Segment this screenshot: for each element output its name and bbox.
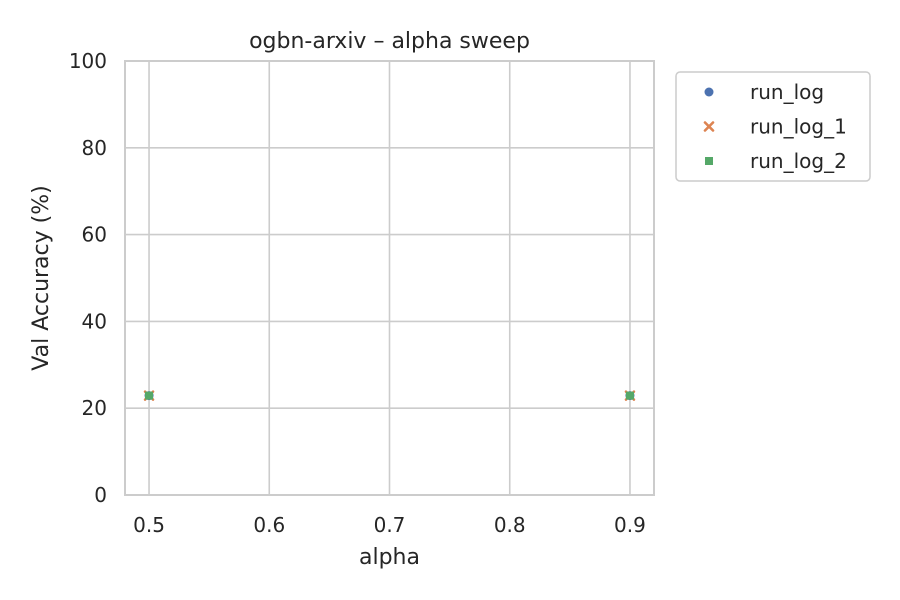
data-point-run-log-2 [625,391,634,400]
chart-title: ogbn-arxiv – alpha sweep [249,29,530,54]
data-points [143,390,636,401]
legend-label: run_log_2 [750,149,847,173]
x-axis-label: alpha [359,545,420,570]
x-tick-label: 0.8 [494,513,526,537]
legend-marker-run-log-2 [705,157,713,165]
legend-box [675,71,871,182]
data-point-run-log-2 [145,391,154,400]
y-tick-label: 0 [94,483,107,507]
x-axis-ticks: 0.5 0.6 0.7 0.8 0.9 [133,513,646,537]
x-tick-label: 0.6 [253,513,285,537]
x-tick-label: 0.9 [614,513,646,537]
y-axis-ticks: 0 20 40 60 80 100 [69,49,107,507]
y-tick-label: 60 [82,223,107,247]
legend-marker-run-log-1 [703,121,715,132]
legend: run_log run_log_1 run_log_2 [675,71,871,182]
legend-label: run_log [750,80,824,104]
y-axis-label: Val Accuracy (%) [29,185,54,370]
y-tick-label: 40 [82,309,107,333]
plot-frame [124,60,655,496]
y-tick-label: 20 [82,396,107,420]
legend-label: run_log_1 [750,115,847,139]
x-tick-label: 0.7 [374,513,406,537]
x-tick-label: 0.5 [133,513,165,537]
y-tick-label: 80 [82,136,107,160]
legend-marker-run-log [704,87,714,97]
y-tick-label: 100 [69,49,107,73]
